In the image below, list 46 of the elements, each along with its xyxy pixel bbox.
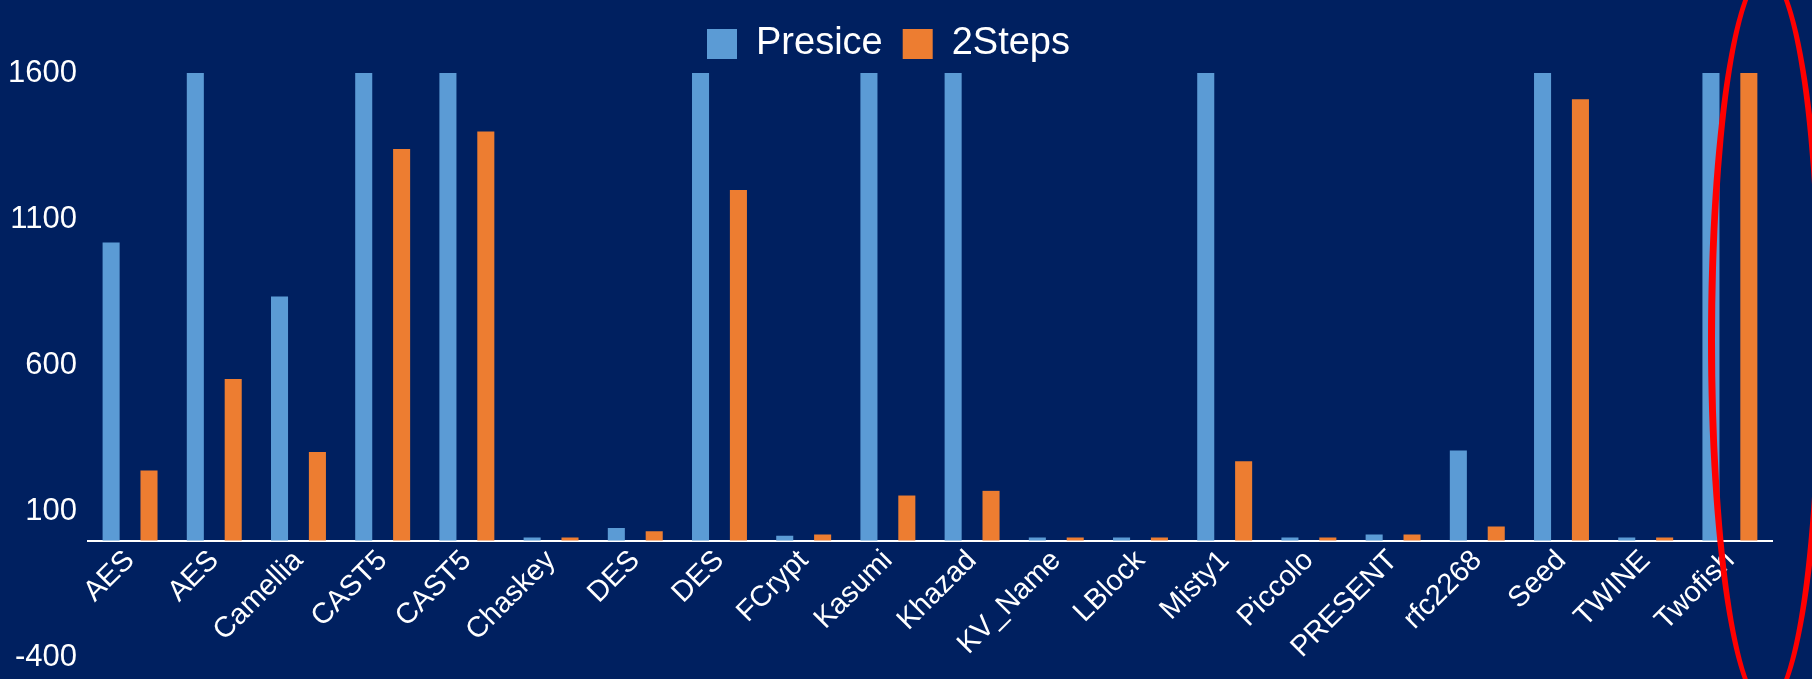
bar [1449,450,1467,541]
bar [523,537,541,541]
bar [1534,73,1552,541]
bar [1113,537,1131,541]
bar [561,537,579,541]
bar [271,296,289,541]
legend-label: 2Steps [951,20,1071,63]
bar [102,242,120,541]
bar [308,451,326,541]
y-tick-label: 600 [25,345,77,381]
bar [860,73,878,541]
bar [1571,99,1589,541]
bar [1066,537,1084,541]
bar [477,131,495,541]
bar [1197,73,1215,541]
bar [1150,537,1168,541]
bar [1618,537,1636,541]
bar [1487,526,1505,541]
bar [1365,534,1383,541]
bar [1028,537,1046,541]
bar [1281,537,1299,541]
bar [393,148,411,541]
bar [607,527,625,541]
y-tick-label: 100 [25,491,77,527]
y-tick-label: -400 [14,637,77,673]
bar [692,73,710,541]
bar [776,535,794,541]
bar [982,490,1000,541]
bar [186,73,204,541]
legend-label: Presice [755,20,883,63]
y-tick-label: 1100 [10,199,77,235]
bar [1235,461,1253,541]
bar [645,531,663,541]
y-tick-label: 1600 [7,53,77,89]
bar [224,378,242,541]
bar [1656,537,1674,541]
bar [1319,537,1337,541]
bar [355,73,373,541]
bar [729,189,747,541]
bar [944,73,962,541]
bar [814,534,832,541]
bar [1403,534,1421,541]
bar [898,495,916,541]
bar [439,73,457,541]
bar [140,470,158,541]
bar [1740,73,1758,541]
